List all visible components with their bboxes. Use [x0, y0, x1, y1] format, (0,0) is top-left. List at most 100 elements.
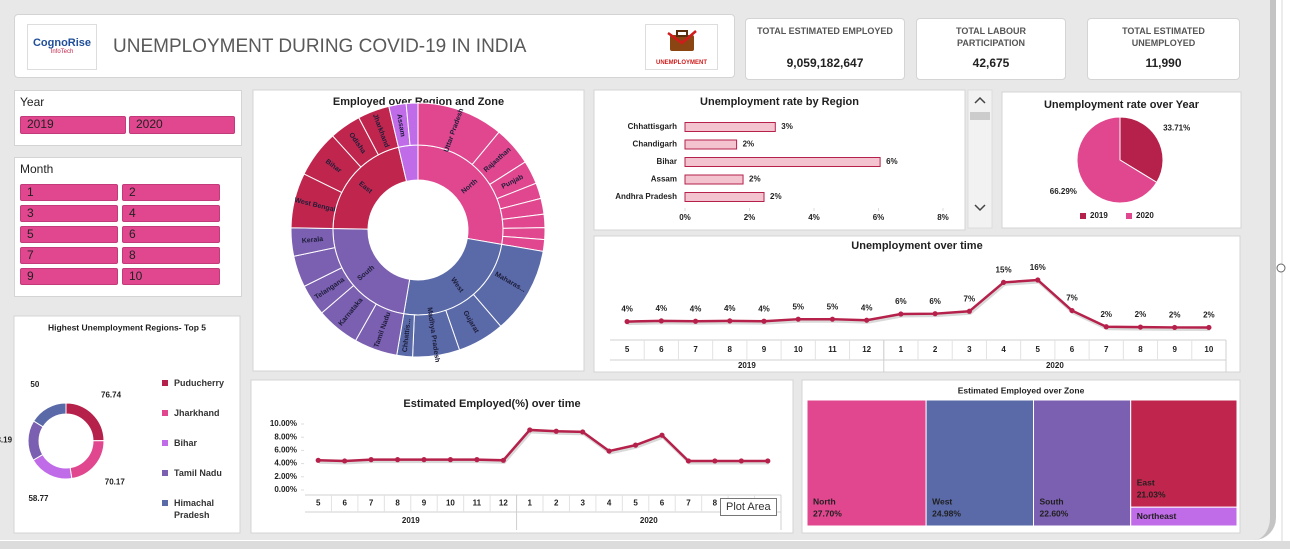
y-tick-label: 0.00% [274, 485, 297, 494]
value-label: 50 [30, 380, 39, 389]
segment-label: Punjab [501, 174, 525, 191]
kpi-value: 11,990 [1145, 56, 1182, 70]
value-label: 70.17 [105, 478, 126, 487]
chart-panel [250, 379, 794, 534]
value-label: 3% [781, 122, 793, 131]
chart-panel [593, 89, 966, 231]
point [1000, 279, 1007, 286]
x-tick-label: 5 [316, 499, 321, 508]
x-tick-label: 3 [967, 345, 972, 354]
value-label: 4% [758, 304, 770, 313]
slicer-button[interactable]: 5 [20, 226, 118, 243]
x-tick-label: 4 [607, 499, 612, 508]
value-label: 6% [886, 157, 898, 166]
chart-title: Unemployment over time [851, 240, 982, 252]
kpi-label: TOTAL ESTIMATED UNEMPLOYED [1122, 26, 1205, 48]
state-segment [331, 116, 380, 168]
state-segment [499, 197, 545, 220]
slicer-button[interactable]: 6 [122, 226, 220, 243]
x-tick-label: 7 [693, 345, 698, 354]
point [658, 318, 664, 324]
x-tick-label: 1 [899, 345, 904, 354]
slicer-button[interactable]: 3 [20, 205, 118, 222]
point [727, 318, 733, 324]
kpi-card [916, 18, 1066, 80]
zone-segment [417, 144, 504, 245]
donut-slice [65, 402, 105, 442]
point [692, 318, 699, 324]
scroll-up [974, 96, 986, 104]
sheet-tabs [0, 541, 1290, 549]
line-shadow [628, 280, 1210, 331]
x-tick-label: 10 [794, 345, 803, 354]
legend-marker [162, 410, 168, 416]
tile-value: 27.70% [813, 508, 842, 518]
value-label: 76.74 [101, 391, 122, 400]
state-segment [396, 313, 415, 358]
state-segment [445, 293, 502, 351]
point [659, 432, 665, 438]
slicer-button[interactable]: 4 [122, 205, 220, 222]
point [624, 318, 630, 325]
tile [925, 399, 1035, 527]
value-label: 15% [996, 266, 1012, 275]
y-tick-label: 2.00% [274, 472, 297, 481]
segment-label: Madhya Pradesh [426, 307, 441, 363]
scrollbar [967, 89, 993, 229]
segment-label: Uttar Pradesh [443, 108, 465, 154]
point [829, 316, 836, 322]
x-tick-label: 8 [728, 345, 733, 354]
state-segment [303, 267, 355, 314]
group-label: 2020 [1046, 361, 1064, 370]
x-tick-label: 5 [625, 345, 630, 354]
x-tick-label: 8 [1138, 345, 1143, 354]
state-segment [501, 235, 546, 253]
kpi-card [745, 18, 905, 80]
value-label: 6% [929, 297, 941, 306]
slicer-button[interactable]: 9 [20, 268, 118, 285]
state-segment [290, 173, 343, 230]
value-label: 7% [1066, 294, 1078, 303]
point [447, 457, 454, 463]
group-label: 2020 [640, 516, 658, 525]
slicer-button[interactable]: 8 [122, 247, 220, 264]
value-label: 4% [621, 305, 633, 314]
line-shadow [319, 430, 769, 465]
segment-label: West Bengal [294, 197, 336, 214]
value-label: 33.71% [1163, 123, 1190, 132]
slicer-button[interactable]: 7 [20, 247, 118, 264]
value-label: 5% [792, 302, 804, 311]
tile-label: West [932, 496, 952, 506]
slicer-title: Month [20, 162, 54, 176]
donut-slice [32, 453, 73, 480]
x-tick-label: 2 [554, 499, 559, 508]
segment-label: East [357, 181, 373, 196]
segment-label: Bihar [324, 158, 343, 175]
x-tick-label: 4% [808, 213, 820, 222]
value-label: 2% [770, 192, 782, 201]
slicer-button[interactable]: 2019 [20, 116, 126, 134]
x-tick-label: 2 [933, 345, 938, 354]
point [795, 316, 801, 322]
handle [675, 30, 688, 37]
tile-label: North [813, 496, 836, 506]
zone-segment [397, 144, 419, 182]
slicer-button[interactable]: 2 [122, 184, 220, 201]
point [864, 317, 870, 323]
x-tick-label: 6 [660, 499, 665, 508]
tile-value: 21.03% [1137, 489, 1166, 499]
slicer-button[interactable]: 1 [20, 184, 118, 201]
chart-title: Estimated Employed(%) over time [403, 398, 580, 410]
legend-label: Himachal Pradesh [174, 498, 215, 520]
state-segment [412, 309, 461, 358]
chart-title: Unemployment rate by Region [700, 96, 859, 108]
x-tick-label: 7 [369, 499, 374, 508]
legend-label: Jharkhand [174, 408, 220, 418]
zone-segment [332, 227, 411, 315]
y-tick-label: Chhattisgarh [628, 122, 677, 131]
slicer-button[interactable]: 2020 [129, 116, 235, 134]
slicer-button[interactable]: 10 [122, 268, 220, 285]
x-tick-label: 4 [1001, 345, 1006, 354]
arrow [666, 30, 697, 45]
pie-slice [1076, 116, 1158, 204]
